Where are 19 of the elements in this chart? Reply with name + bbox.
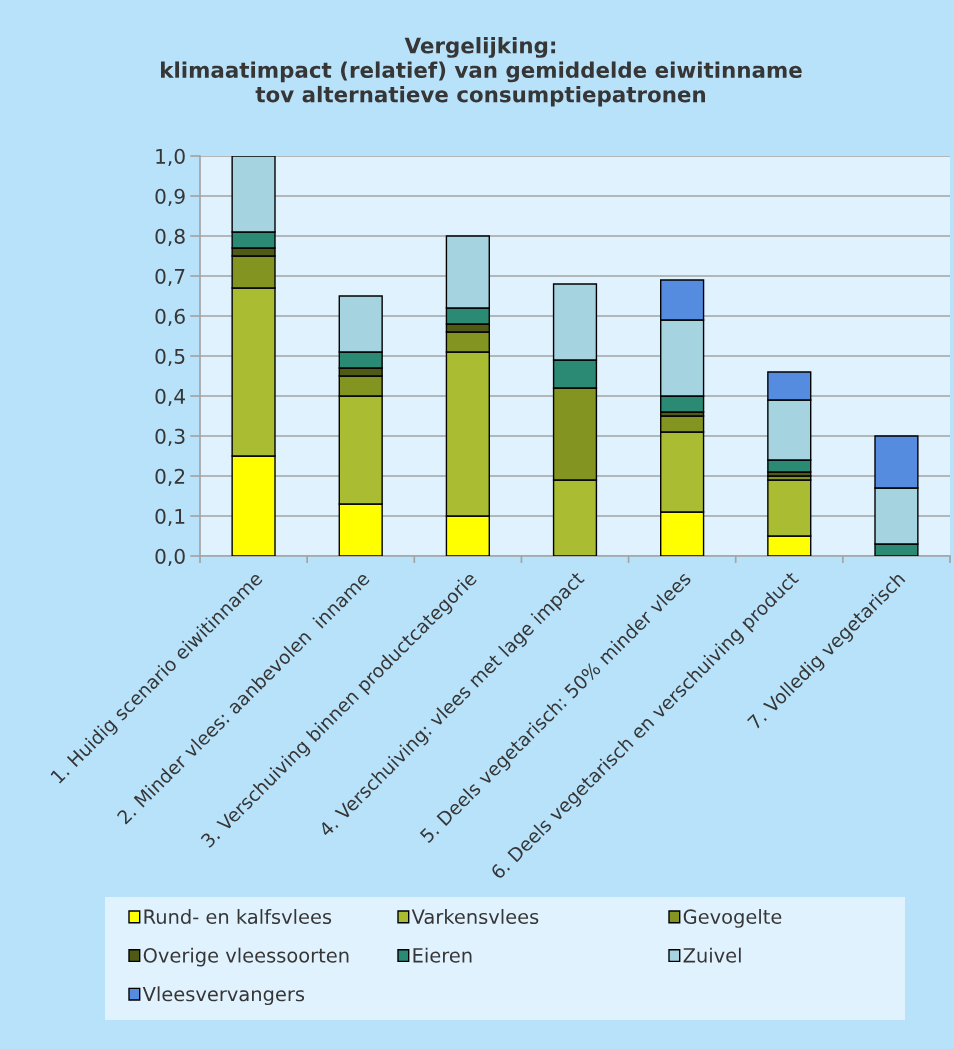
chart-title: Vergelijking: klimaatimpact (relatief) van gemiddelde eiwitinname tov alternatieve consumptiepatronen <box>161 37 802 107</box>
y-tick-label: 0,2 <box>155 468 185 486</box>
legend-label: Rund- en kalfsvlees <box>144 909 332 925</box>
legend-label: Eieren <box>413 947 472 963</box>
legend-label: Zuivel <box>683 947 741 963</box>
legend-label: Overige vleessoorten <box>143 947 349 967</box>
y-tick-label: 0,1 <box>155 508 185 526</box>
y-tick-label: 0,6 <box>155 308 185 326</box>
y-tick-label: 0,0 <box>155 548 185 566</box>
y-tick-label: 0,4 <box>155 388 185 406</box>
y-tick-label: 0,7 <box>155 268 185 286</box>
y-tick-label: 0,8 <box>155 228 185 246</box>
y-tick-label: 0,9 <box>155 188 185 206</box>
y-tick-label: 0,3 <box>155 428 185 446</box>
legend-label: Varkensvlees <box>411 909 539 925</box>
legend-label: Vleesvervangers <box>142 986 305 1006</box>
y-tick-label: 0,5 <box>155 348 185 366</box>
y-tick-label: 1,0 <box>156 148 185 166</box>
legend-label: Gevogelte <box>683 909 782 928</box>
